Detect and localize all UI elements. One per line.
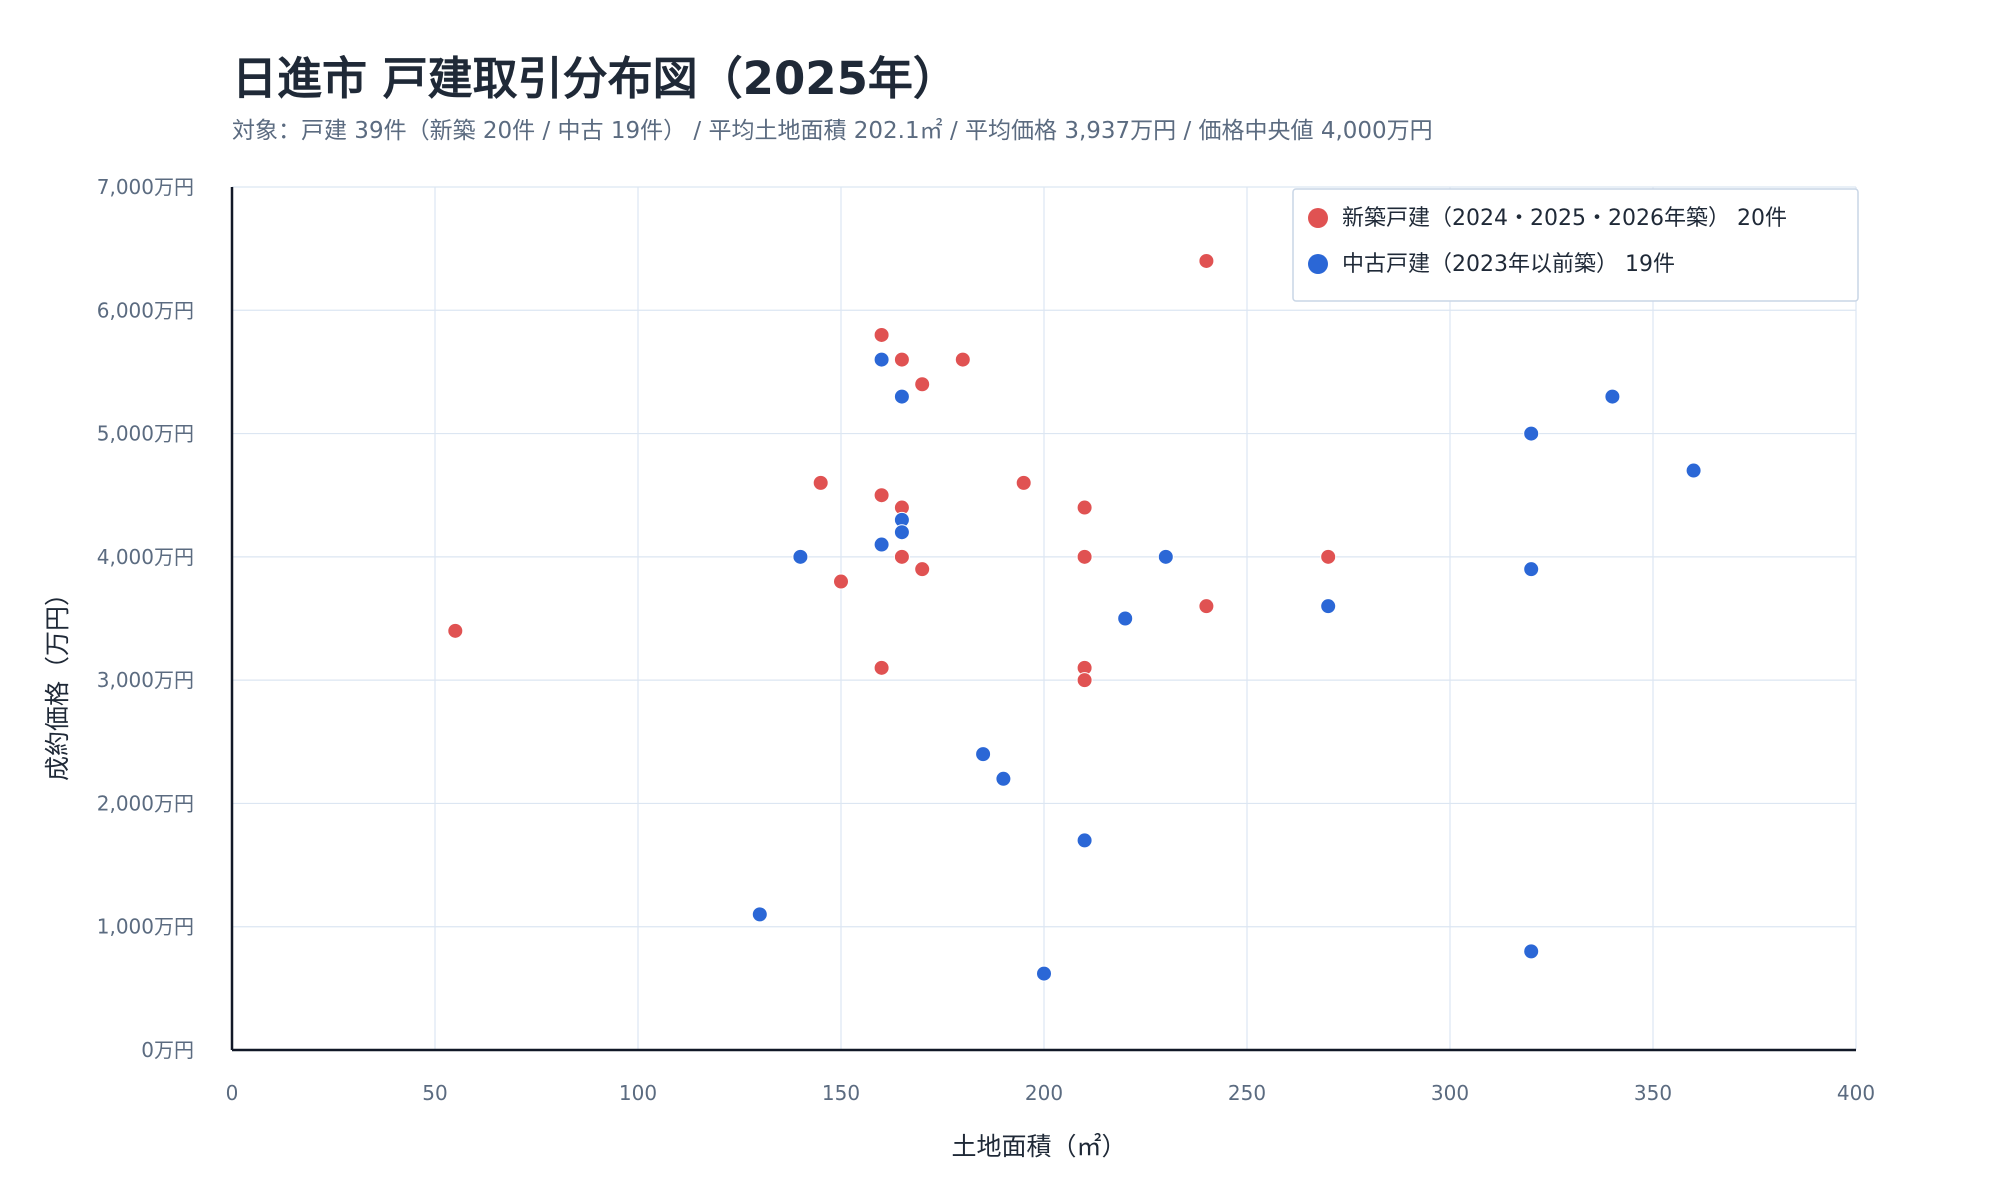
data-point[interactable]	[893, 524, 910, 541]
x-tick-label: 150	[822, 1081, 860, 1105]
data-point[interactable]	[1157, 548, 1174, 565]
y-tick-label: 7,000万円	[97, 175, 194, 199]
data-point[interactable]	[873, 659, 890, 676]
y-tick-label: 2,000万円	[97, 791, 194, 815]
data-point[interactable]	[1523, 943, 1540, 960]
series-used	[751, 351, 1702, 982]
x-tick-label: 100	[619, 1081, 657, 1105]
x-tick-label: 250	[1228, 1081, 1266, 1105]
data-point[interactable]	[447, 622, 464, 639]
data-point[interactable]	[954, 351, 971, 368]
data-point[interactable]	[1685, 462, 1702, 479]
data-point[interactable]	[914, 561, 931, 578]
data-point[interactable]	[1320, 548, 1337, 565]
data-point[interactable]	[995, 770, 1012, 787]
y-tick-label: 3,000万円	[97, 668, 194, 692]
data-point[interactable]	[893, 388, 910, 405]
data-point[interactable]	[1076, 832, 1093, 849]
legend-marker-used	[1308, 254, 1328, 274]
data-point[interactable]	[1198, 252, 1215, 269]
y-tick-label: 5,000万円	[97, 422, 194, 446]
data-point[interactable]	[893, 548, 910, 565]
data-point[interactable]	[914, 376, 931, 393]
data-point[interactable]	[1523, 561, 1540, 578]
data-point[interactable]	[1076, 499, 1093, 516]
x-tick-label: 350	[1634, 1081, 1672, 1105]
data-point[interactable]	[1015, 474, 1032, 491]
data-point[interactable]	[1198, 598, 1215, 615]
data-point[interactable]	[792, 548, 809, 565]
data-point[interactable]	[1076, 548, 1093, 565]
data-point[interactable]	[975, 746, 992, 763]
legend-label-new: 新築戸建（2024・2025・2026年築） 20件	[1342, 206, 1787, 231]
data-point[interactable]	[873, 351, 890, 368]
data-point[interactable]	[1320, 598, 1337, 615]
y-tick-label: 1,000万円	[97, 915, 194, 939]
data-points	[447, 252, 1702, 982]
chart-title: 日進市 戸建取引分布図（2025年）	[232, 52, 958, 105]
y-tick-labels: 0万円 1,000万円 2,000万円 3,000万円 4,000万円 5,000万円 6,…	[97, 175, 194, 1062]
x-tick-label: 300	[1431, 1081, 1469, 1105]
data-point[interactable]	[812, 474, 829, 491]
legend[interactable]: 新築戸建（2024・2025・2026年築） 20件 中古戸建（2023年以前築…	[1292, 188, 1859, 302]
y-tick-label: 6,000万円	[97, 298, 194, 322]
x-tick-label: 50	[422, 1081, 447, 1105]
data-point[interactable]	[1036, 965, 1052, 982]
x-tick-label: 0	[226, 1081, 239, 1105]
y-axis-label: 成約価格（万円）	[43, 581, 72, 781]
legend-box	[1292, 188, 1859, 302]
data-point[interactable]	[873, 536, 890, 553]
data-point[interactable]	[1523, 425, 1540, 442]
y-tick-label: 4,000万円	[97, 545, 194, 569]
x-axis-label: 土地面積（㎡）	[951, 1132, 1126, 1161]
y-tick-label: 0万円	[141, 1038, 194, 1062]
grid-lines	[231, 186, 1857, 1051]
data-point[interactable]	[1604, 388, 1621, 405]
data-point[interactable]	[751, 906, 768, 923]
data-point[interactable]	[893, 351, 910, 368]
x-tick-label: 200	[1025, 1081, 1063, 1105]
legend-label-used: 中古戸建（2023年以前築） 19件	[1342, 252, 1675, 277]
legend-marker-new	[1308, 208, 1328, 228]
data-point[interactable]	[1076, 672, 1093, 689]
data-point[interactable]	[1117, 610, 1134, 627]
chart-subtitle: 対象：戸建 39件（新築 20件 / 中古 19件） / 平均土地面積 202.…	[232, 118, 1433, 144]
axes	[230, 187, 1856, 1052]
x-tick-labels: 0 50 100 150 200 250 300 350 400	[226, 1081, 1875, 1105]
x-tick-label: 400	[1837, 1081, 1875, 1105]
data-point[interactable]	[873, 487, 890, 504]
data-point[interactable]	[833, 573, 849, 590]
data-point[interactable]	[873, 326, 890, 343]
series-new	[447, 252, 1337, 689]
